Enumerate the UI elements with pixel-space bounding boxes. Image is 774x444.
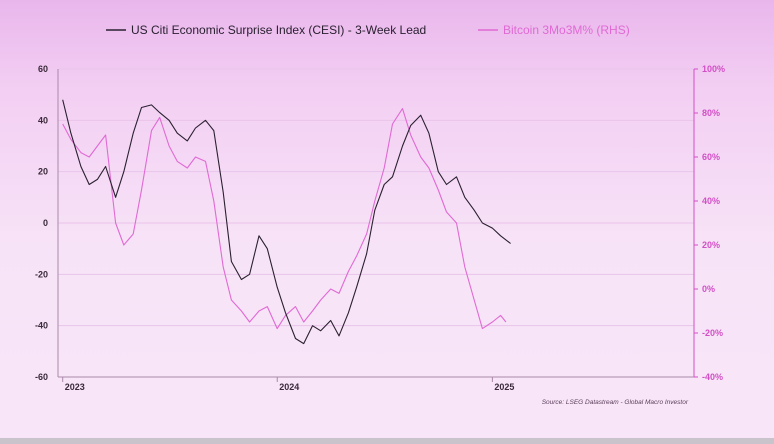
left-axis-tick-label: 40 <box>38 115 48 125</box>
x-axis-tick-label: 2024 <box>279 382 299 392</box>
x-axis-tick-label: 2025 <box>494 382 514 392</box>
left-axis-tick-label: -40 <box>35 321 48 331</box>
legend-label-btc: Bitcoin 3Mo3M% (RHS) <box>503 23 630 37</box>
series-line-btc <box>62 108 507 330</box>
left-axis-tick-label: 20 <box>38 167 48 177</box>
left-axis-tick-label: 0 <box>43 218 48 228</box>
right-axis-tick-label: 20% <box>702 240 720 250</box>
left-axis-tick-label: -20 <box>35 269 48 279</box>
right-axis-tick-label: 100% <box>702 64 725 74</box>
plot-area: 60 40 20 0 -20 -40 -60 100% 80% 60% 40% 20% 0% -20% -4… <box>35 64 725 392</box>
right-axis-tick-label: 80% <box>702 108 720 118</box>
x-axis-tick-label: 2023 <box>65 382 85 392</box>
right-axis-tick-label: -20% <box>702 328 723 338</box>
source-note: Source: LSEG Datastream - Global Macro I… <box>542 399 689 406</box>
left-axis-tick-label: -60 <box>35 372 48 382</box>
right-axis-tick-label: 40% <box>702 196 720 206</box>
left-axis-tick-label: 60 <box>38 64 48 74</box>
right-axis-tick-label: -40% <box>702 372 723 382</box>
legend: US Citi Economic Surprise Index (CESI) -… <box>106 23 630 37</box>
slide-bottom-bar <box>0 438 774 444</box>
legend-label-cesi: US Citi Economic Surprise Index (CESI) -… <box>131 23 426 37</box>
right-axis-tick-label: 60% <box>702 152 720 162</box>
series-line-cesi <box>62 99 511 345</box>
right-axis-tick-label: 0% <box>702 284 715 294</box>
